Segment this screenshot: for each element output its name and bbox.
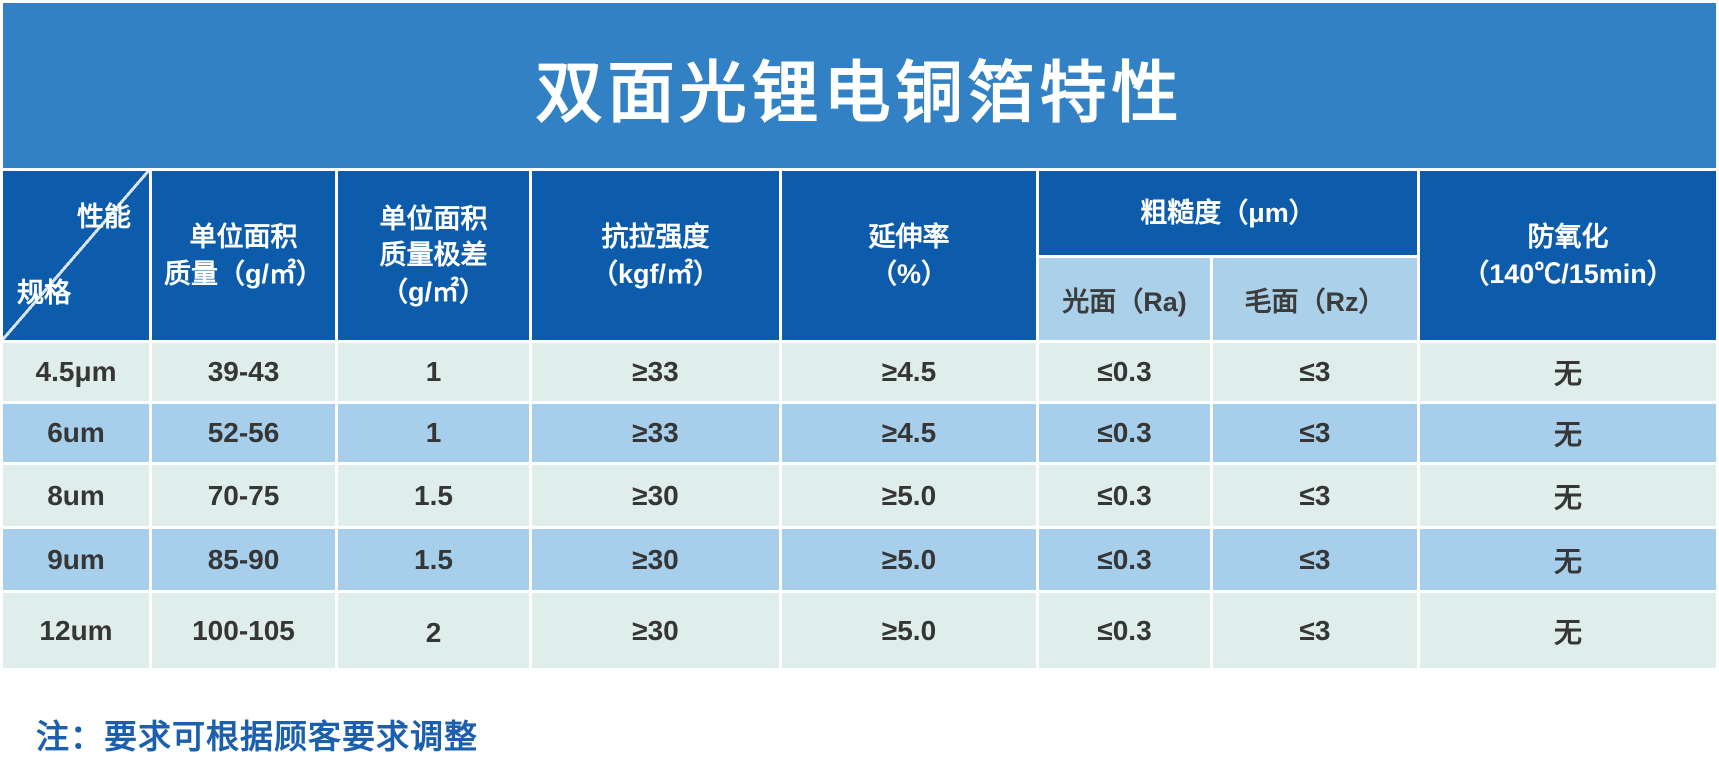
cell-roughness-rz: ≤3 <box>1213 593 1417 668</box>
header-tensile-strength: 抗拉强度 （kgf/㎡） <box>532 171 779 340</box>
subheader-matte-side-rz: 毛面（Rz） <box>1213 258 1417 340</box>
cell-mass-range: 1 <box>338 404 529 462</box>
title-bar: 双面光锂电铜箔特性 <box>3 3 1716 168</box>
cell-anti-oxidation: 无 <box>1420 343 1716 401</box>
cell-unit-area-mass: 100-105 <box>152 593 335 668</box>
corner-performance-label: 性能 <box>77 202 131 232</box>
header-roughness: 粗糙度（μm） <box>1039 171 1417 255</box>
header-unit-area-mass-range: 单位面积 质量极差 （g/㎡） <box>338 171 529 340</box>
header-row-sub: 光面（Ra) 毛面（Rz） <box>3 258 1716 340</box>
cell-roughness-ra: ≤0.3 <box>1039 465 1210 526</box>
cell-elongation: ≥5.0 <box>782 465 1036 526</box>
header-elongation: 延伸率 （%） <box>782 171 1036 340</box>
header-row-top: 性能 规格 单位面积 质量（g/㎡） 单位面积 质量极差 （g/㎡） 抗拉强度 … <box>3 171 1716 340</box>
cell-elongation: ≥4.5 <box>782 404 1036 462</box>
cell-anti-oxidation: 无 <box>1420 465 1716 526</box>
corner-specification-label: 规格 <box>17 278 71 308</box>
header-anti-oxidation: 防氧化 （140℃/15min） <box>1420 171 1716 340</box>
cell-spec: 9um <box>3 529 149 590</box>
cell-anti-oxidation: 无 <box>1420 404 1716 462</box>
cell-roughness-ra: ≤0.3 <box>1039 343 1210 401</box>
cell-roughness-ra: ≤0.3 <box>1039 593 1210 668</box>
subheader-shiny-side-ra: 光面（Ra) <box>1039 258 1210 340</box>
cell-unit-area-mass: 39-43 <box>152 343 335 401</box>
header-unit-area-mass: 单位面积 质量（g/㎡） <box>152 171 335 340</box>
cell-roughness-rz: ≤3 <box>1213 529 1417 590</box>
corner-header-cell: 性能 规格 <box>3 171 149 340</box>
cell-spec: 4.5μm <box>3 343 149 401</box>
page-title: 双面光锂电铜箔特性 <box>535 57 1184 131</box>
cell-unit-area-mass: 70-75 <box>152 465 335 526</box>
cell-roughness-rz: ≤3 <box>1213 404 1417 462</box>
cell-mass-range: 1.5 <box>338 529 529 590</box>
footnote: 注：要求可根据顾客要求调整 <box>36 718 478 755</box>
cell-mass-range: 1.5 <box>338 465 529 526</box>
cell-tensile-strength: ≥33 <box>532 404 779 462</box>
cell-roughness-ra: ≤0.3 <box>1039 404 1210 462</box>
table-row-4.5um: 4.5μm 39-43 1 ≥33 ≥4.5 ≤0.3 ≤3 无 <box>3 343 1716 401</box>
spec-table: 性能 规格 单位面积 质量（g/㎡） 单位面积 质量极差 （g/㎡） 抗拉强度 … <box>0 168 1719 671</box>
cell-unit-area-mass: 85-90 <box>152 529 335 590</box>
cell-spec: 6um <box>3 404 149 462</box>
table-row-9um: 9um 85-90 1.5 ≥30 ≥5.0 ≤0.3 ≤3 无 <box>3 529 1716 590</box>
cell-anti-oxidation: 无 <box>1420 593 1716 668</box>
cell-elongation: ≥4.5 <box>782 343 1036 401</box>
cell-anti-oxidation: 无 <box>1420 529 1716 590</box>
cell-mass-range: 2 <box>338 593 529 668</box>
cell-tensile-strength: ≥30 <box>532 465 779 526</box>
cell-elongation: ≥5.0 <box>782 593 1036 668</box>
cell-roughness-rz: ≤3 <box>1213 465 1417 526</box>
cell-spec: 8um <box>3 465 149 526</box>
cell-tensile-strength: ≥30 <box>532 593 779 668</box>
cell-elongation: ≥5.0 <box>782 529 1036 590</box>
cell-unit-area-mass: 52-56 <box>152 404 335 462</box>
cell-spec: 12um <box>3 593 149 668</box>
table-row-6um: 6um 52-56 1 ≥33 ≥4.5 ≤0.3 ≤3 无 <box>3 404 1716 462</box>
cell-mass-range: 1 <box>338 343 529 401</box>
cell-tensile-strength: ≥30 <box>532 529 779 590</box>
table-row-8um: 8um 70-75 1.5 ≥30 ≥5.0 ≤0.3 ≤3 无 <box>3 465 1716 526</box>
cell-roughness-ra: ≤0.3 <box>1039 529 1210 590</box>
table-row-12um: 12um 100-105 2 ≥30 ≥5.0 ≤0.3 ≤3 无 <box>3 593 1716 668</box>
cell-roughness-rz: ≤3 <box>1213 343 1417 401</box>
cell-tensile-strength: ≥33 <box>532 343 779 401</box>
